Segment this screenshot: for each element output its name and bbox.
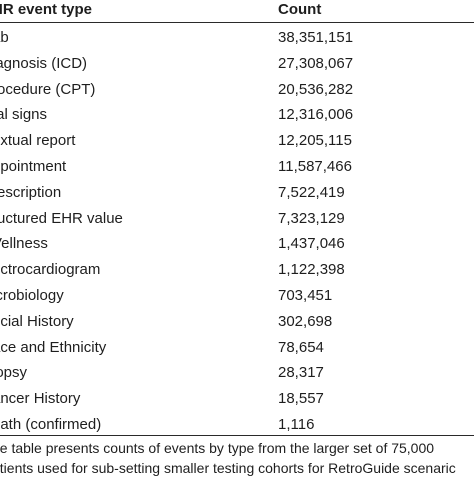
table-bottom-rule xyxy=(0,435,474,436)
table-row: rescription 7,522,419 xyxy=(0,182,474,208)
column-header-count: Count xyxy=(278,1,322,18)
event-type-cell: ab xyxy=(0,29,9,46)
table-row: extual report 12,205,115 xyxy=(0,130,474,156)
event-type-cell: extual report xyxy=(0,132,76,150)
count-cell: 1,122,398 xyxy=(278,261,345,279)
event-type-cell: tal signs xyxy=(0,106,48,124)
event-type-cell: ppointment xyxy=(0,157,67,175)
event-type-cell: rocedure (CPT) xyxy=(0,80,96,98)
table-row: eath (confirmed) 1,116 xyxy=(0,414,474,440)
event-type-cell: iopsy xyxy=(0,364,28,382)
count-cell: 27,308,067 xyxy=(278,54,354,72)
table-row: ocial History 302,698 xyxy=(0,311,474,337)
count-cell: 302,698 xyxy=(278,312,333,330)
count-cell: 703,451 xyxy=(278,286,333,304)
table-row: ppointment 11,587,466 xyxy=(0,156,474,182)
count-cell: 7,323,129 xyxy=(278,209,345,227)
count-cell: 11,587,466 xyxy=(278,157,352,175)
event-type-cell: ancer History xyxy=(0,390,81,408)
table-row: ab 38,351,151 xyxy=(0,27,474,53)
count-cell: 1,437,046 xyxy=(278,235,345,253)
count-cell: 28,317 xyxy=(278,364,324,382)
count-cell: 7,522,419 xyxy=(278,183,345,201)
table-body: ab 38,351,151 iagnosis (ICD) 27,308,067 roce… xyxy=(0,27,474,440)
caption-line-2: atients used for sub-setting smaller tes… xyxy=(0,460,456,476)
table-top-rule xyxy=(0,22,474,23)
event-type-cell: Vellness xyxy=(0,235,48,253)
event-type-cell: icrobiology xyxy=(0,286,64,304)
event-type-cell: iagnosis (ICD) xyxy=(0,54,88,72)
event-type-cell: ocial History xyxy=(0,312,74,330)
count-cell: 20,536,282 xyxy=(278,80,354,98)
count-cell: 12,316,006 xyxy=(278,106,354,124)
table-row: ace and Ethnicity 78,654 xyxy=(0,337,474,363)
table-row: icrobiology 703,451 xyxy=(0,285,474,311)
table-row: ectrocardiogram 1,122,398 xyxy=(0,259,474,285)
event-type-cell: ectrocardiogram xyxy=(0,261,101,279)
table-row: rocedure (CPT) 20,536,282 xyxy=(0,79,474,105)
count-cell: 18,557 xyxy=(278,390,324,408)
table-row: iopsy 28,317 xyxy=(0,362,474,388)
column-header-event-type: HR event type xyxy=(0,1,93,18)
caption-line-1: he table presents counts of events by ty… xyxy=(0,440,435,456)
table-row: ructured EHR value 7,323,129 xyxy=(0,208,474,234)
event-type-cell: eath (confirmed) xyxy=(0,415,102,433)
table-header: HR event type Count xyxy=(0,0,474,22)
count-cell: 38,351,151 xyxy=(278,29,354,46)
count-cell: 12,205,115 xyxy=(278,132,352,150)
table-row: Vellness 1,437,046 xyxy=(0,233,474,259)
event-type-cell: ace and Ethnicity xyxy=(0,338,107,356)
count-cell: 1,116 xyxy=(278,415,315,433)
count-cell: 78,654 xyxy=(278,338,324,356)
table-row: iagnosis (ICD) 27,308,067 xyxy=(0,53,474,79)
table-row: tal signs 12,316,006 xyxy=(0,104,474,130)
table-row: ancer History 18,557 xyxy=(0,388,474,414)
event-type-cell: ructured EHR value xyxy=(0,209,123,227)
table-caption: he table presents counts of events by ty… xyxy=(0,438,474,478)
event-type-cell: rescription xyxy=(0,183,62,201)
